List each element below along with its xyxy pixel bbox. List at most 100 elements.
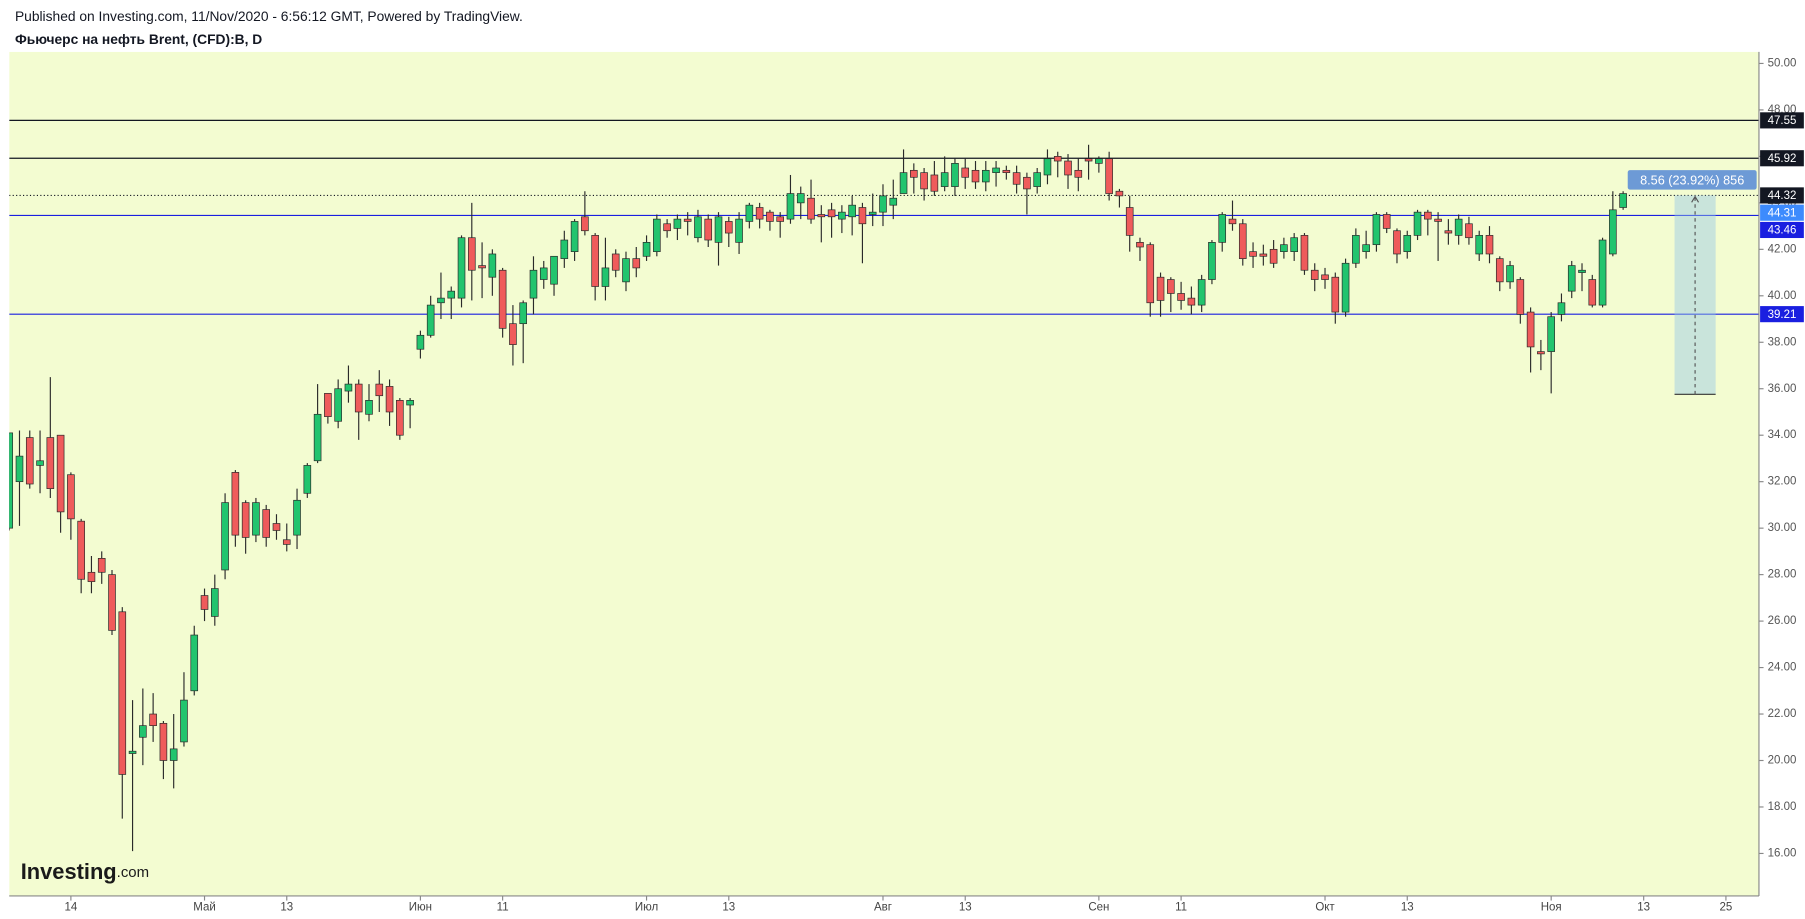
candle-body	[272, 523, 281, 531]
candle-body	[920, 172, 928, 190]
candle-body	[1516, 279, 1525, 315]
y-tick-label: 38.00	[1768, 336, 1797, 348]
x-tick-label: 14	[64, 902, 77, 914]
candle-body	[868, 211, 877, 215]
candle-body	[807, 197, 815, 220]
candle-body	[1249, 251, 1257, 257]
candle-body	[1125, 207, 1134, 236]
candle-body	[755, 207, 764, 220]
candle-body	[97, 558, 106, 573]
watermark-brand: Investing	[21, 859, 117, 884]
y-tick-label: 18.00	[1768, 801, 1797, 813]
y-tick-label: 30.00	[1768, 522, 1797, 534]
candle-body	[1495, 258, 1504, 283]
level-label-box	[1760, 306, 1804, 323]
measure-label-box	[1627, 170, 1757, 190]
candle-body	[694, 216, 702, 239]
x-tick-label: Ноя	[1541, 902, 1562, 914]
candle-body	[1290, 237, 1298, 252]
x-tick-label: Июн	[409, 902, 432, 914]
candle-body	[622, 258, 630, 283]
plot-area	[9, 51, 1759, 896]
candle-body	[827, 209, 836, 218]
candle-body	[1095, 158, 1103, 164]
level-label-box	[1760, 221, 1804, 239]
candle-body	[550, 255, 558, 285]
candle-body	[324, 393, 332, 417]
x-tick-label: 13	[1401, 902, 1414, 914]
candle-body	[632, 258, 641, 269]
x-tick-label: 13	[280, 902, 293, 914]
candle-body	[570, 221, 579, 252]
candle-body	[1136, 242, 1144, 248]
candle-body	[1465, 223, 1473, 239]
x-tick-label: Сен	[1088, 902, 1109, 914]
level-label: 39.21	[1768, 309, 1797, 321]
candle-body	[457, 237, 466, 299]
y-tick-label: 28.00	[1768, 569, 1797, 581]
candle-body	[15, 455, 24, 483]
candle-body	[724, 221, 733, 234]
candle-body	[344, 383, 353, 392]
candle-body	[581, 216, 589, 232]
level-label: 44.32	[1768, 190, 1797, 202]
candle-body	[467, 237, 476, 271]
y-tick-label: 42.00	[1768, 243, 1797, 255]
candle-body	[992, 167, 1000, 173]
candle-body	[1218, 214, 1227, 243]
candle-body	[1043, 158, 1052, 176]
candle-body	[663, 223, 671, 232]
candle-body	[169, 748, 178, 761]
candle-body	[1012, 172, 1021, 185]
candle-body	[1475, 235, 1484, 255]
candle-body	[1526, 311, 1535, 348]
candle-body	[848, 204, 856, 218]
y-tick-label: 22.00	[1768, 708, 1797, 720]
candle-body	[354, 383, 363, 413]
candle-body	[653, 218, 661, 252]
candle-body	[1310, 269, 1319, 280]
candle-body	[1557, 302, 1566, 315]
candle-body	[1547, 316, 1555, 352]
candle-body	[1259, 253, 1268, 257]
candle-body	[1424, 211, 1432, 220]
axes: 16.00 18.00 20.00 22.00 24.00 26.00 28.00 30.00…	[64, 57, 1804, 914]
candle-body	[1341, 262, 1350, 313]
y-tick-label: 20.00	[1768, 755, 1797, 767]
candle-body	[786, 193, 795, 220]
candle-body	[128, 750, 137, 754]
level-label-box	[1760, 204, 1804, 221]
candle-body	[1321, 274, 1329, 280]
candle-body	[488, 253, 497, 278]
candle-body	[899, 172, 908, 194]
candle-body	[1393, 230, 1401, 255]
candle-body	[509, 323, 517, 345]
measure-arrowhead	[1691, 195, 1700, 203]
candle-body	[714, 216, 723, 243]
candle-body	[1578, 269, 1586, 273]
candle-body	[1084, 158, 1093, 162]
candle-body	[611, 253, 620, 271]
candle-body	[1506, 265, 1514, 283]
candle-body	[252, 502, 260, 536]
y-tick-label: 16.00	[1768, 847, 1797, 859]
candle-body	[930, 174, 939, 192]
candle-body	[1002, 169, 1011, 173]
candle-body	[683, 218, 692, 222]
candle-body	[1362, 244, 1370, 252]
candle-body	[745, 204, 754, 222]
chart-subtitle: Published on Investing.com, 11/Nov/2020 …	[15, 8, 523, 24]
candle-body	[1413, 211, 1422, 236]
candle-body	[910, 169, 918, 178]
candle-body	[478, 265, 486, 269]
candle-body	[498, 269, 507, 329]
candle-body	[817, 214, 826, 218]
candle-body	[1023, 176, 1031, 190]
candle-body	[77, 520, 85, 580]
x-tick-label: 13	[1637, 902, 1650, 914]
candle-body	[200, 595, 209, 610]
y-tick-label: 40.00	[1768, 290, 1797, 302]
candle-body	[1146, 244, 1155, 304]
